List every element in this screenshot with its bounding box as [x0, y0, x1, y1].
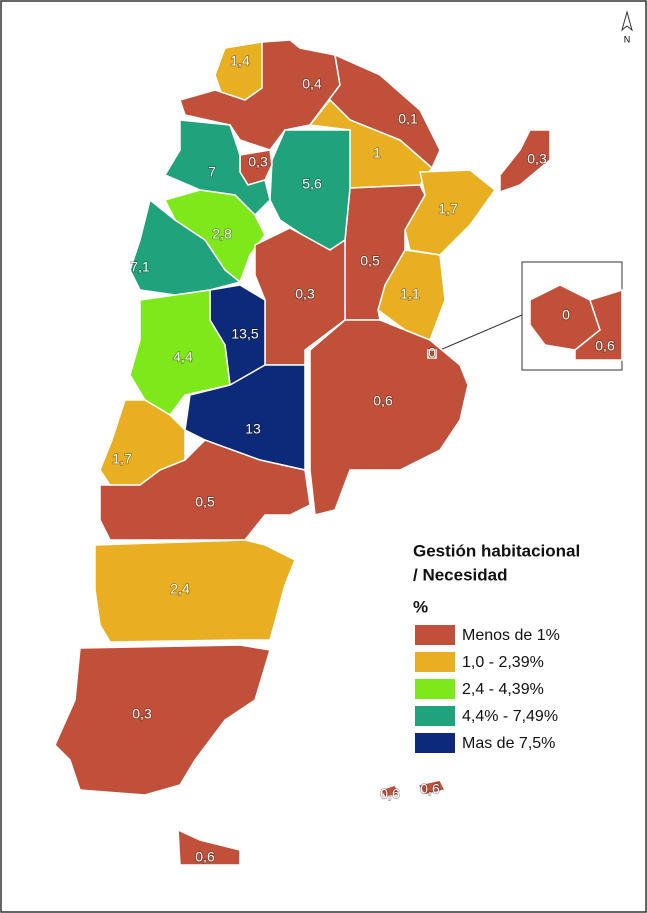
region-label: 0,5 — [360, 253, 380, 269]
province — [254, 227, 346, 366]
province — [54, 644, 271, 796]
region-label: 0,6 — [380, 786, 400, 802]
region-label: 0,5 — [195, 494, 215, 510]
legend-label: 4,4% - 7,49% — [462, 708, 558, 725]
region-label: 0,3 — [527, 151, 547, 167]
legend-title: / Necesidad — [413, 565, 508, 584]
region-label: 0,3 — [295, 286, 315, 302]
legend-label: 2,4 - 4,39% — [462, 681, 544, 698]
region-label: 1 — [373, 145, 381, 161]
province — [309, 319, 469, 516]
legend-swatch — [415, 652, 455, 672]
legend-label: 1,0 - 2,39% — [462, 654, 544, 671]
province — [427, 349, 437, 359]
region-label: 0,3 — [132, 706, 152, 722]
region-label: 7,1 — [130, 259, 150, 275]
region-label: 1,1 — [400, 286, 420, 302]
region-label: 1,7 — [438, 201, 458, 217]
region-label: 0,3 — [248, 154, 268, 170]
province — [574, 288, 623, 361]
province — [499, 129, 551, 194]
legend-label: Menos de 1% — [462, 627, 560, 644]
legend-swatch — [415, 733, 455, 753]
region-label: 1,7 — [112, 451, 132, 467]
province — [94, 539, 296, 643]
regions: 1,4 0,4 0,1 1 0,3 1,7 1,1 0,5 5,6 0,3 7 2,8 7,1 0,3 13… — [54, 39, 623, 866]
region-label: 0,4 — [302, 76, 322, 92]
region-label: 1,4 — [230, 53, 250, 69]
north-arrow: N — [621, 10, 633, 44]
province — [99, 439, 311, 541]
north-label: N — [624, 34, 631, 44]
region-label: 0,6 — [420, 781, 440, 797]
region-label: 4,4 — [173, 349, 193, 365]
legend-label: Mas de 7,5% — [462, 735, 555, 752]
province — [163, 119, 271, 217]
legend-swatch — [415, 679, 455, 699]
region-label: 7 — [208, 164, 216, 180]
province — [378, 784, 402, 798]
region-label: 0,1 — [398, 111, 418, 127]
north-arrow-icon — [621, 10, 633, 32]
region-label: 5,6 — [302, 176, 322, 192]
region-label: 13 — [245, 421, 261, 437]
province — [177, 828, 241, 866]
legend-title: Gestión habitacional — [413, 541, 580, 560]
region-label: 13,5 — [231, 326, 258, 342]
inset-leader — [439, 314, 523, 351]
province — [416, 779, 447, 796]
region-label: 0 — [428, 345, 436, 361]
region-label: 2,4 — [170, 581, 190, 597]
region-label: 0,6 — [373, 393, 393, 409]
legend-unit: % — [413, 597, 428, 616]
legend-swatch — [415, 625, 455, 645]
region-label: 2,8 — [212, 226, 232, 242]
region-label: 0,6 — [195, 849, 215, 865]
region-label: 0,6 — [595, 338, 615, 354]
legend-swatch — [415, 706, 455, 726]
region-label: 0 — [562, 307, 570, 323]
legend: Gestión habitacional / Necesidad % Menos… — [413, 541, 580, 753]
